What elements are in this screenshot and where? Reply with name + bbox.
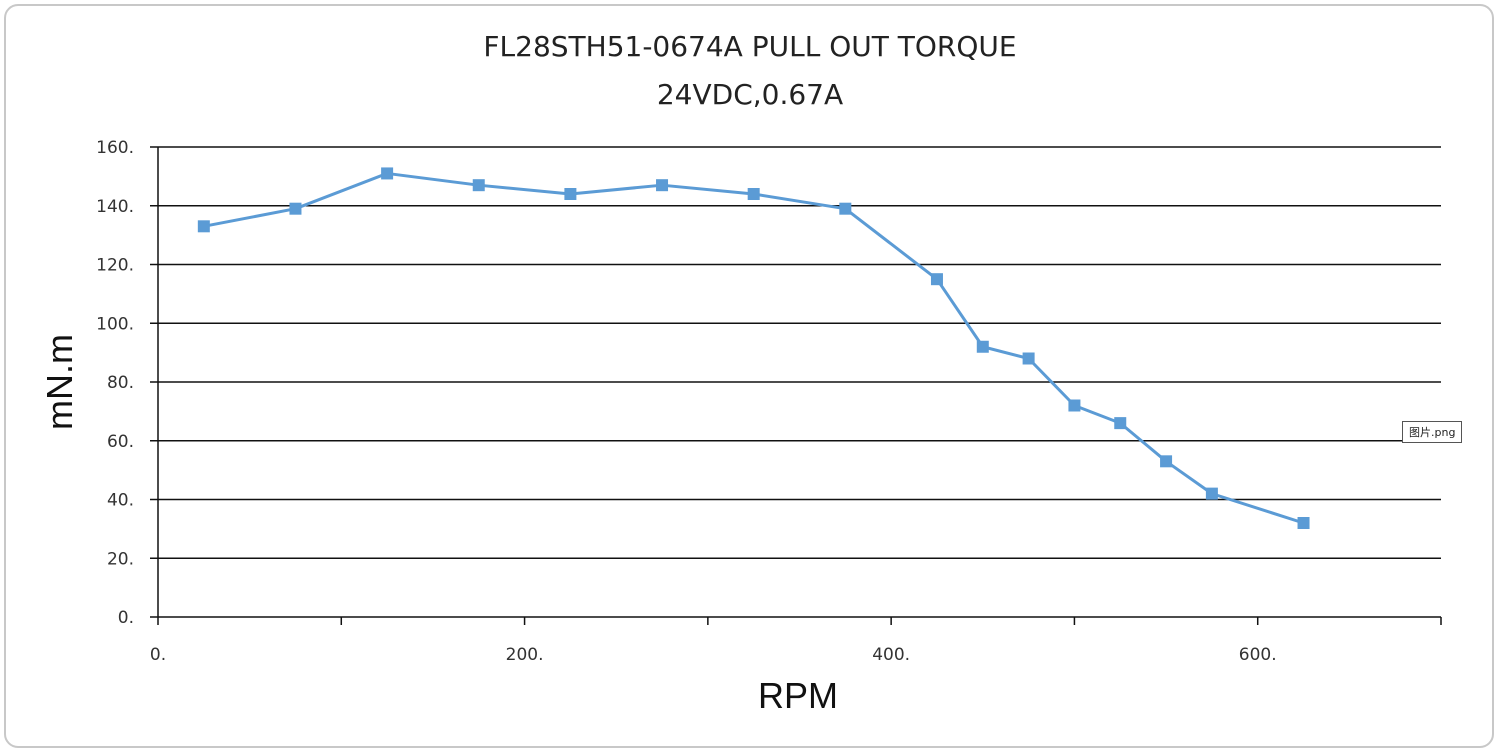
data-point-marker [839,202,852,215]
y-tick-label: 100. [96,314,134,334]
series-layer [197,167,1310,529]
y-tick-label: 40. [107,491,134,511]
data-point-marker [564,188,577,200]
data-point-marker [1205,487,1218,500]
data-point-marker [1160,455,1173,468]
y-tick-label: 60. [107,432,134,452]
y-axis-label: mN.m [39,334,80,430]
data-point-marker [656,179,669,192]
data-point-marker [289,202,302,215]
x-tick-label: 0. [150,645,166,665]
gridlines [158,146,1441,559]
axes [150,146,1442,625]
data-point-marker [1297,517,1310,529]
y-tick-label: 120. [96,256,134,276]
y-tick-label: 0. [118,608,134,628]
data-point-marker [472,179,485,192]
data-point-marker [1022,352,1035,365]
chart-title: FL28STH51-0674A PULL OUT TORQUE [483,30,1017,63]
chart-frame [4,4,1494,748]
data-point-marker [930,273,943,286]
data-point-marker [1068,399,1081,412]
series-line [203,171,1304,525]
x-tick-label: 600. [1239,645,1277,665]
x-tick-label: 400. [872,645,910,665]
chart-subtitle: 24VDC,0.67A [656,78,844,111]
y-tick-label: 20. [107,549,134,569]
tick-labels: 0. 20. 40. 60. 80. 100. 120. 140. 160. 0. 200. 400.… [96,138,1277,665]
x-axis-label: RPM [758,675,838,716]
data-point-marker [381,167,394,180]
data-point-marker [197,220,210,233]
data-point-marker [976,340,989,353]
data-point-marker [747,188,760,200]
data-point-marker [1114,417,1127,430]
x-tick-label: 200. [506,645,544,665]
y-tick-label: 140. [96,197,134,217]
y-tick-label: 160. [96,138,134,158]
y-tick-label: 80. [107,373,134,393]
image-filename-badge[interactable]: 图片.png [1402,421,1463,443]
